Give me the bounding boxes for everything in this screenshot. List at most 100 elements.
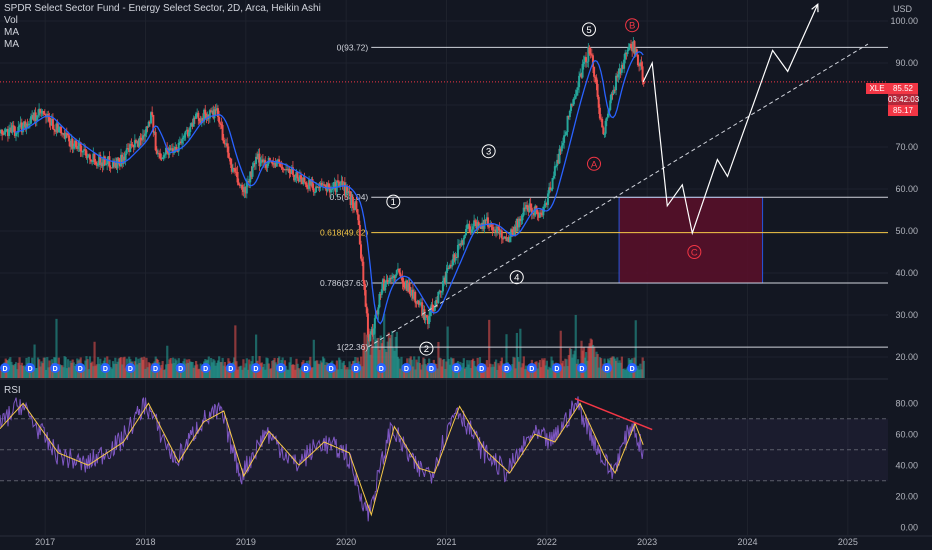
rsi-label[interactable]: RSI	[4, 385, 21, 396]
volume-bar	[447, 358, 450, 378]
volume-bar	[222, 365, 225, 378]
candle-body	[319, 182, 322, 188]
volume-bar	[215, 362, 218, 378]
volume-bar	[275, 364, 278, 378]
ma2-indicator-label[interactable]: MA	[4, 39, 19, 50]
volume-bar	[210, 358, 213, 378]
candle-body	[438, 290, 441, 292]
volume-bar	[36, 357, 40, 378]
candle-body	[19, 122, 22, 126]
volume-bar	[542, 360, 545, 378]
volume-bar	[118, 357, 122, 378]
volume-bar	[477, 368, 480, 378]
candle-body	[248, 181, 251, 183]
volume-bar	[46, 357, 49, 378]
volume-bar	[218, 356, 221, 378]
time-axis[interactable]: 2017 2018 2019 2020 2021 2022 2023 2024 2025	[35, 537, 858, 547]
candle-body	[595, 77, 598, 84]
volume-bar	[536, 368, 539, 378]
vol-indicator-label[interactable]: Vol	[4, 15, 18, 26]
candle-body	[105, 164, 108, 166]
volume-bar	[65, 368, 68, 378]
candle-body	[310, 179, 313, 186]
volume-bar	[587, 346, 590, 378]
candle-body	[263, 160, 266, 163]
candle-body	[420, 302, 423, 305]
volume-bar	[66, 359, 70, 378]
candle-body	[551, 178, 554, 190]
candle-body	[102, 156, 105, 167]
candle-body	[581, 63, 584, 78]
candle-body	[141, 135, 144, 140]
candle-body	[377, 307, 380, 315]
volume-bar	[122, 357, 125, 378]
candle-body	[594, 76, 597, 78]
candle-body	[55, 123, 58, 132]
candle-body	[57, 127, 60, 133]
chart-title[interactable]: SPDR Select Sector Fund - Energy Select …	[4, 3, 321, 14]
volume-bar	[240, 365, 243, 378]
volume-bar	[594, 357, 597, 378]
volume-bar	[87, 369, 90, 378]
volume-bar	[168, 359, 171, 378]
volume-bar	[612, 356, 615, 378]
price-tick-label: 40.00	[895, 268, 918, 278]
volume-bar	[83, 367, 86, 378]
dividend-marker-label: D	[329, 366, 334, 373]
volume-bar	[497, 363, 500, 378]
dividend-marker-label: D	[78, 366, 83, 373]
candle-body	[576, 87, 579, 91]
volume-bar	[362, 344, 365, 378]
candle-body	[315, 186, 318, 193]
candle-body	[393, 275, 396, 279]
volume-bar	[635, 368, 638, 378]
candle-body	[356, 209, 359, 215]
candle-body	[291, 167, 294, 175]
candle-body	[274, 162, 277, 167]
candle-body	[159, 153, 162, 159]
ma-indicator-label[interactable]: MA	[4, 27, 19, 38]
volume-bar	[121, 364, 124, 378]
candle-body	[484, 219, 487, 221]
rsi-tick-label: 20.00	[895, 491, 918, 501]
candle-body	[140, 139, 143, 141]
volume-bar	[198, 368, 201, 378]
candle-body	[75, 140, 78, 148]
volume-bar	[304, 369, 307, 378]
volume-bar	[462, 358, 465, 378]
volume-bar	[515, 332, 518, 378]
candle-body	[73, 140, 76, 147]
volume-bar	[571, 357, 574, 378]
volume-bar	[263, 363, 266, 378]
candle-body	[373, 318, 376, 329]
candle-body	[636, 54, 639, 66]
candle-body	[609, 100, 612, 110]
volume-bar	[96, 357, 100, 378]
candle-body	[451, 265, 454, 267]
volume-bar	[264, 369, 267, 378]
candle-body	[169, 148, 172, 151]
candle-body	[628, 43, 631, 48]
candle-body	[465, 228, 468, 235]
candle-body	[113, 160, 116, 167]
candle-body	[446, 267, 449, 271]
volume-bar	[293, 364, 296, 378]
candle-body	[150, 112, 153, 124]
candle-body	[28, 123, 31, 125]
candle-body	[153, 132, 156, 134]
price-axis[interactable]: 100.0090.0080.0070.0060.0050.0040.0030.0…	[890, 16, 918, 362]
candle-body	[573, 98, 576, 100]
candle-body	[530, 207, 533, 214]
fib-level-label: 0.786(37.63)	[320, 278, 368, 288]
volume-bar	[444, 369, 447, 378]
candle-body	[124, 153, 127, 160]
candle-body	[326, 183, 329, 192]
price-tick-label: 100.00	[890, 16, 918, 26]
volume-bar	[252, 367, 255, 378]
rsi-axis[interactable]: 80.00 60.00 40.00 20.00 0.00	[895, 398, 918, 532]
candle-body	[587, 47, 590, 62]
volume-bar	[373, 328, 377, 378]
dividend-marker	[627, 363, 638, 373]
volume-bar	[473, 360, 476, 378]
